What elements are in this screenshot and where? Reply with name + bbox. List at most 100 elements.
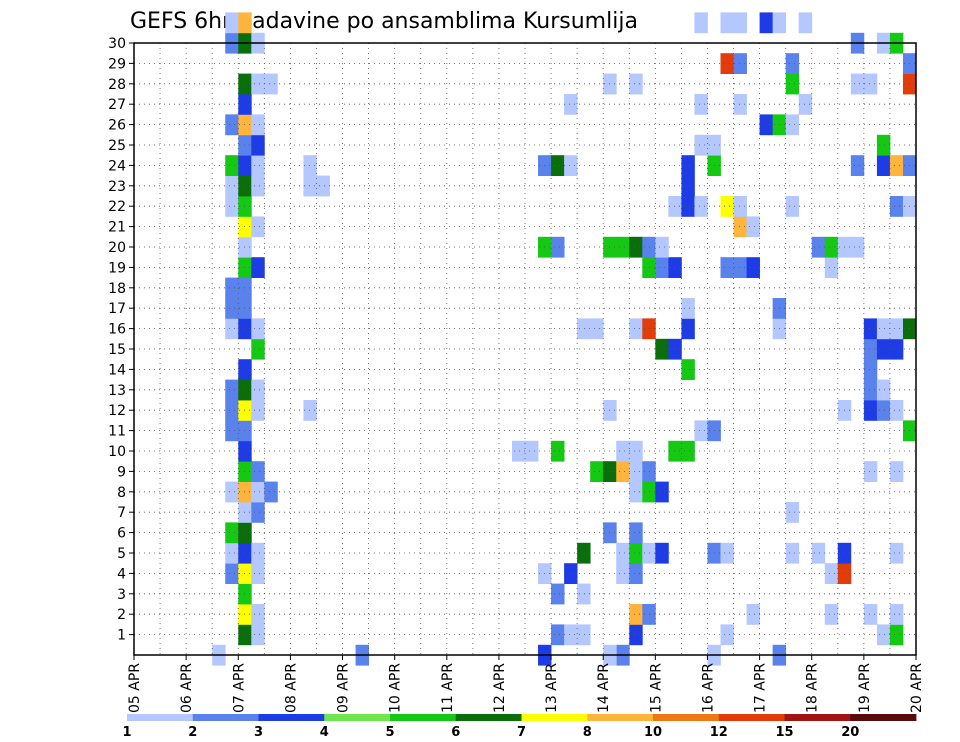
precip-cell xyxy=(889,338,904,360)
y-tick-label: 29 xyxy=(108,56,126,72)
legend-swatch xyxy=(455,714,522,721)
precip-cell xyxy=(889,400,904,421)
precip-cell xyxy=(785,502,800,523)
legend-swatch xyxy=(784,714,851,721)
x-tick-label: 09 APR xyxy=(336,663,352,713)
legend-label: 3 xyxy=(254,725,263,740)
y-tick-label: 13 xyxy=(108,383,126,399)
precip-cell xyxy=(225,196,239,217)
legend-swatch xyxy=(324,714,391,721)
precip-cell xyxy=(251,338,265,360)
precip-cell xyxy=(850,155,865,176)
y-tick-label: 30 xyxy=(108,36,126,52)
precip-cell xyxy=(733,53,747,74)
precip-cell xyxy=(264,481,278,503)
precip-cell xyxy=(876,318,891,340)
precip-cell xyxy=(733,12,747,34)
precip-cell xyxy=(876,155,891,176)
precip-cell xyxy=(746,216,760,238)
precip-cell xyxy=(759,12,774,34)
y-tick-label: 17 xyxy=(108,301,126,317)
precip-cell xyxy=(251,318,265,340)
x-tick-label: 13 APR xyxy=(544,663,560,713)
precip-cell xyxy=(511,440,526,462)
precip-cell xyxy=(889,542,904,564)
precip-cell xyxy=(733,94,747,115)
y-tick-label: 3 xyxy=(117,587,126,603)
precip-cell xyxy=(225,542,239,564)
x-tick-label: 08 APR xyxy=(283,663,299,713)
precip-cell xyxy=(629,542,643,564)
y-tick-label: 24 xyxy=(108,158,126,174)
legend-swatch xyxy=(718,714,785,721)
precip-cell xyxy=(746,257,760,278)
precip-cell xyxy=(876,134,891,156)
precip-cell xyxy=(798,94,813,115)
precip-cell xyxy=(616,440,630,462)
y-tick-label: 8 xyxy=(117,485,126,501)
precip-cell xyxy=(720,542,734,564)
precip-cell xyxy=(681,440,695,462)
precip-cell xyxy=(811,542,826,564)
precip-cell xyxy=(551,440,565,462)
x-tick-label: 14 APR xyxy=(596,663,612,713)
precip-cell xyxy=(264,73,278,95)
precip-cell xyxy=(681,175,695,197)
precip-cell xyxy=(655,338,669,360)
precip-cell xyxy=(590,461,604,482)
x-tick-label: 07 APR xyxy=(231,663,247,713)
legend-label: 10 xyxy=(644,725,662,740)
precip-cell xyxy=(681,359,695,380)
precip-cell xyxy=(889,461,904,482)
legend-label: 15 xyxy=(775,725,793,740)
legend-label: 2 xyxy=(188,725,197,740)
precip-cell xyxy=(863,461,878,482)
precip-cell xyxy=(733,216,747,238)
x-tick-label: 11 APR xyxy=(440,663,456,713)
precip-cell xyxy=(733,196,747,217)
precip-cell xyxy=(798,12,813,34)
x-tick-label: 10 APR xyxy=(388,663,404,713)
y-tick-label: 20 xyxy=(108,240,126,256)
precip-cell xyxy=(251,624,265,646)
precip-cell xyxy=(759,114,774,136)
y-tick-label: 11 xyxy=(108,424,126,440)
precip-cell xyxy=(577,583,591,605)
legend-label: 5 xyxy=(385,725,394,740)
precip-cell xyxy=(681,298,695,319)
y-tick-label: 18 xyxy=(108,281,126,297)
y-tick-label: 12 xyxy=(108,403,126,419)
precip-cell xyxy=(525,440,539,462)
precip-cell xyxy=(746,604,760,625)
heatmap-cells xyxy=(212,12,917,666)
precip-cell xyxy=(681,318,695,340)
precip-cell xyxy=(720,196,734,217)
x-tick-label: 19 APR xyxy=(857,663,873,713)
y-tick-label: 7 xyxy=(117,505,126,521)
precip-cell xyxy=(225,12,239,34)
precip-cell xyxy=(629,624,643,646)
precip-cell xyxy=(863,73,878,95)
y-axis-ticks: 1234567891011121314151617181920212223242… xyxy=(108,36,134,644)
x-tick-label: 12 APR xyxy=(492,663,508,713)
legend-label: 12 xyxy=(710,725,728,740)
x-tick-label: 06 APR xyxy=(179,663,195,713)
precip-cell xyxy=(668,440,682,462)
x-tick-label: 05 APR xyxy=(127,663,143,713)
precip-cell xyxy=(629,604,643,625)
precip-cell xyxy=(251,134,265,156)
precip-cell xyxy=(251,175,265,197)
y-tick-label: 16 xyxy=(108,322,126,338)
legend-swatch xyxy=(192,714,259,721)
x-tick-label: 16 APR xyxy=(700,663,716,713)
precip-cell xyxy=(785,53,800,74)
legend-swatch xyxy=(653,714,720,721)
legend-swatch xyxy=(127,714,194,721)
x-tick-label: 18 APR xyxy=(805,663,821,713)
precip-cell xyxy=(251,400,265,421)
precip-cell xyxy=(863,359,878,380)
precip-cell xyxy=(824,236,839,258)
precip-cell xyxy=(590,318,604,340)
y-tick-label: 10 xyxy=(108,444,126,460)
